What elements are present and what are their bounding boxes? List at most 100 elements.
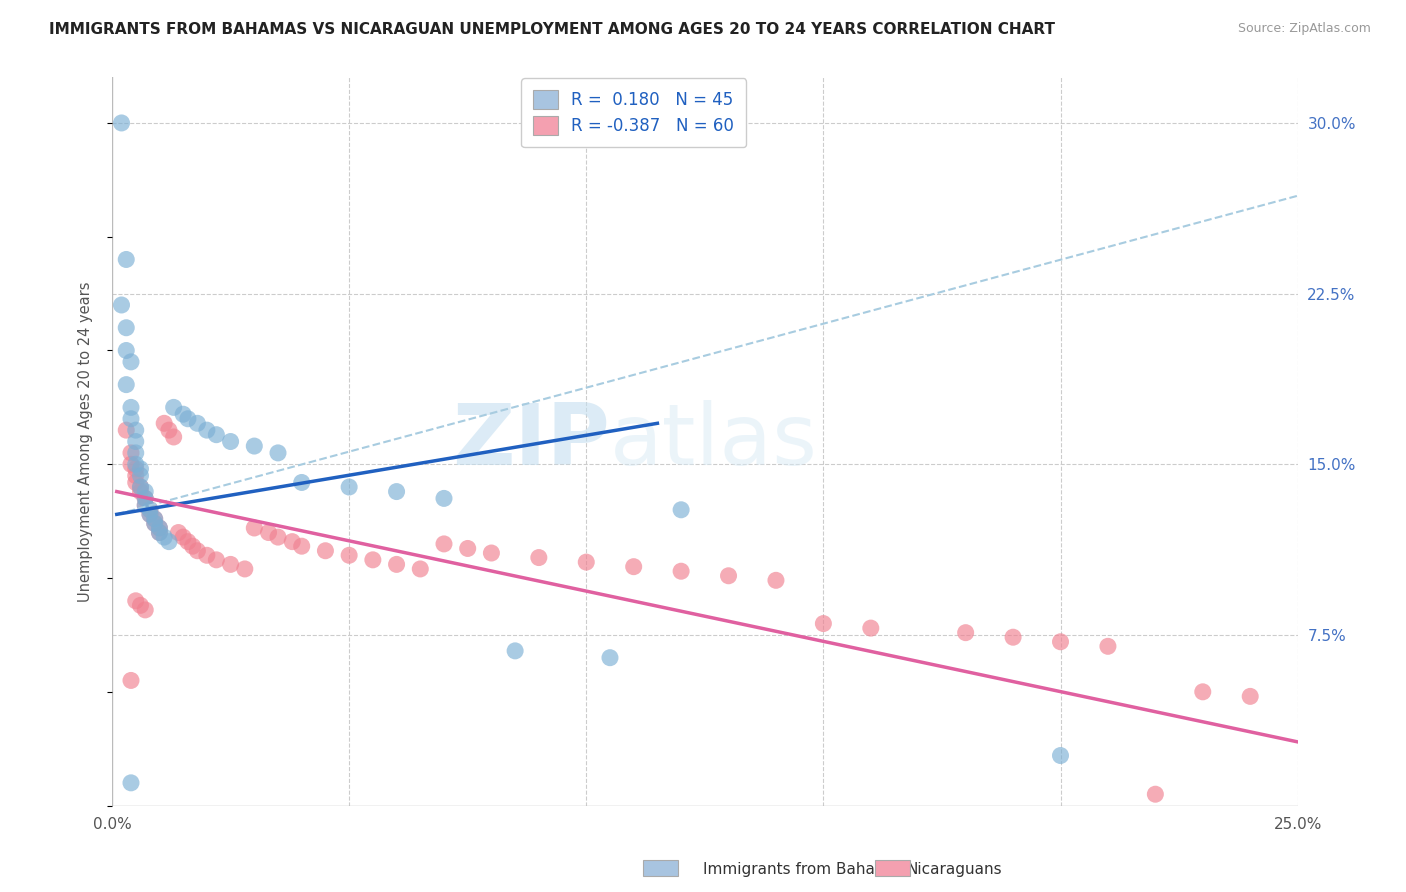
Point [623,559,645,574]
Point [717,568,740,582]
Point [120,411,142,425]
Point [129,599,152,613]
Point [195,549,218,563]
Point [125,475,148,490]
Point [153,530,176,544]
Point [314,543,336,558]
Point [267,446,290,460]
Point [457,541,479,556]
Point [195,423,218,437]
Point [503,644,526,658]
Point [134,498,156,512]
Point [134,498,156,512]
Point [337,480,360,494]
Point [481,546,503,560]
Point [205,427,228,442]
Point [125,468,148,483]
Point [385,558,408,572]
Y-axis label: Unemployment Among Ages 20 to 24 years: Unemployment Among Ages 20 to 24 years [79,281,93,602]
Point [599,650,621,665]
Point [129,468,152,483]
Point [134,484,156,499]
Point [139,508,162,522]
Text: Nicaraguans: Nicaraguans [907,863,1002,877]
Point [125,462,148,476]
Point [409,562,432,576]
Point [233,562,256,576]
Point [205,553,228,567]
Point [291,475,314,490]
Point [859,621,882,635]
Point [120,446,142,460]
Point [143,516,166,531]
Point [148,525,170,540]
Point [433,491,456,506]
Point [267,530,290,544]
Point [669,564,692,578]
Text: Immigrants from Bahamas: Immigrants from Bahamas [703,863,907,877]
Point [120,401,142,415]
Point [139,503,162,517]
Point [139,508,162,522]
Point [120,673,142,688]
Point [385,484,408,499]
Point [1049,748,1071,763]
Point [257,525,280,540]
Point [1239,690,1261,704]
Point [129,484,152,499]
Point [186,417,208,431]
Point [813,616,835,631]
Point [1002,630,1025,644]
Point [134,603,156,617]
Point [153,417,176,431]
Point [143,516,166,531]
Point [143,512,166,526]
Point [575,555,598,569]
Point [134,491,156,506]
Point [281,534,304,549]
Point [186,543,208,558]
Point [172,407,194,421]
Point [433,537,456,551]
Point [129,480,152,494]
Point [243,521,266,535]
Text: Source: ZipAtlas.com: Source: ZipAtlas.com [1237,22,1371,36]
Text: ZIP: ZIP [453,400,610,483]
Point [125,423,148,437]
Point [765,574,787,588]
Point [955,625,977,640]
Point [148,521,170,535]
Point [361,553,384,567]
Point [669,503,692,517]
Point [1049,634,1071,648]
Point [337,549,360,563]
Point [115,252,138,267]
Text: IMMIGRANTS FROM BAHAMAS VS NICARAGUAN UNEMPLOYMENT AMONG AGES 20 TO 24 YEARS COR: IMMIGRANTS FROM BAHAMAS VS NICARAGUAN UN… [49,22,1056,37]
Point [125,434,148,449]
Point [110,116,132,130]
Point [115,343,138,358]
Point [172,530,194,544]
Point [219,434,242,449]
Point [157,534,180,549]
Point [129,462,152,476]
Point [527,550,550,565]
Point [1097,640,1119,654]
Point [143,512,166,526]
Point [148,521,170,535]
Legend: R =  0.180   N = 45, R = -0.387   N = 60: R = 0.180 N = 45, R = -0.387 N = 60 [522,78,747,147]
Point [167,525,190,540]
Point [125,457,148,471]
Point [120,355,142,369]
Point [115,377,138,392]
Point [129,480,152,494]
Point [110,298,132,312]
Point [120,776,142,790]
Text: atlas: atlas [610,400,818,483]
Point [177,411,200,425]
Point [148,525,170,540]
Point [134,491,156,506]
Point [163,401,186,415]
Point [115,423,138,437]
Point [1144,787,1167,801]
